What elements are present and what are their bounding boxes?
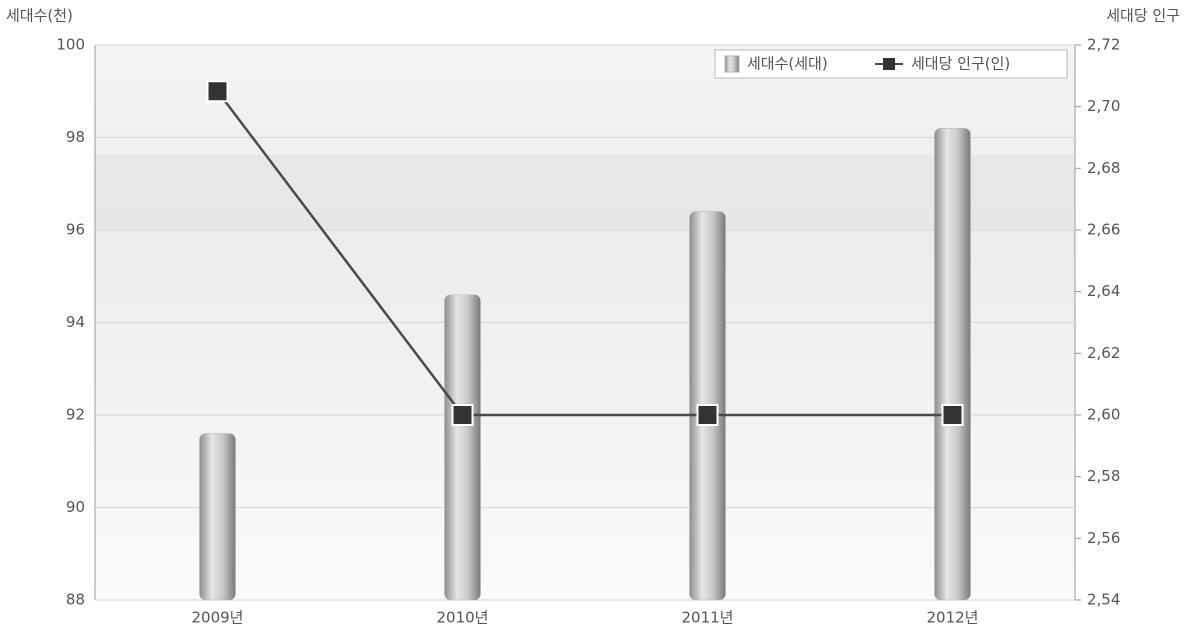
y-tick-label: 98 bbox=[66, 128, 85, 146]
line-marker bbox=[696, 404, 719, 426]
legend-swatch bbox=[724, 55, 740, 73]
y-tick-label: 100 bbox=[56, 36, 85, 54]
y2-tick-label: 2,60 bbox=[1087, 406, 1120, 424]
line-marker bbox=[941, 404, 964, 426]
x-tick-label: 2011년 bbox=[682, 609, 734, 627]
y2-tick-label: 2,72 bbox=[1087, 36, 1120, 54]
bar bbox=[199, 433, 236, 601]
y-tick-label: 92 bbox=[66, 406, 85, 424]
bar bbox=[934, 128, 971, 601]
line-marker bbox=[206, 80, 229, 103]
skyline-decoration bbox=[95, 155, 1075, 230]
line-marker bbox=[451, 404, 474, 426]
y2-tick-label: 2,62 bbox=[1087, 344, 1120, 362]
y-tick-label: 90 bbox=[66, 498, 85, 516]
x-tick-label: 2012년 bbox=[927, 609, 979, 627]
y2-tick-label: 2,66 bbox=[1087, 221, 1120, 239]
y2-tick-label: 2,54 bbox=[1087, 591, 1120, 609]
x-tick-label: 2010년 bbox=[437, 609, 489, 627]
y2-tick-label: 2,58 bbox=[1087, 467, 1120, 485]
y-tick-label: 94 bbox=[66, 313, 85, 331]
y2-tick-label: 2,70 bbox=[1087, 97, 1120, 115]
legend-label: 세대당 인구(인) bbox=[911, 55, 1010, 73]
bar bbox=[444, 294, 481, 601]
legend: 세대수(세대) 세대당 인구(인) bbox=[714, 49, 1068, 79]
y2-tick-label: 2,64 bbox=[1087, 282, 1120, 300]
y2-tick-label: 2,56 bbox=[1087, 529, 1120, 547]
y-tick-label: 88 bbox=[66, 591, 85, 609]
line bbox=[216, 90, 953, 417]
legend-label: 세대수(세대) bbox=[747, 55, 828, 73]
legend-swatch-marker bbox=[883, 58, 895, 70]
y-tick-label: 96 bbox=[66, 221, 85, 239]
y-axis-title: 세대수(천) bbox=[6, 7, 73, 25]
y2-tick-label: 2,68 bbox=[1087, 159, 1120, 177]
legend-box bbox=[714, 49, 1068, 79]
y2-axis-title: 세대당 인구 bbox=[1106, 7, 1180, 25]
x-tick-label: 2009년 bbox=[192, 609, 244, 627]
